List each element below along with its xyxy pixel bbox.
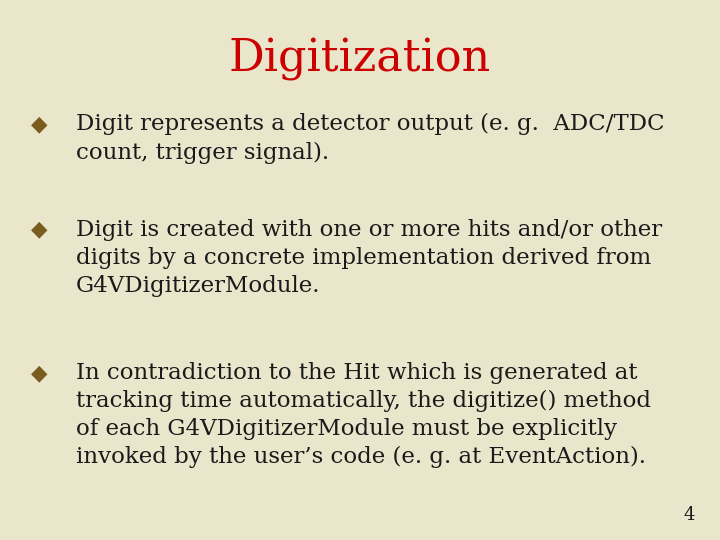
Text: ◆: ◆ [32, 219, 48, 241]
Text: ◆: ◆ [32, 362, 48, 384]
Text: 4: 4 [683, 506, 695, 524]
Text: ◆: ◆ [32, 113, 48, 136]
Text: Digit is created with one or more hits and/or other
digits by a concrete impleme: Digit is created with one or more hits a… [76, 219, 662, 296]
Text: Digitization: Digitization [229, 38, 491, 81]
Text: Digit represents a detector output (e. g.  ADC/TDC
count, trigger signal).: Digit represents a detector output (e. g… [76, 113, 665, 164]
Text: In contradiction to the Hit which is generated at
tracking time automatically, t: In contradiction to the Hit which is gen… [76, 362, 651, 468]
